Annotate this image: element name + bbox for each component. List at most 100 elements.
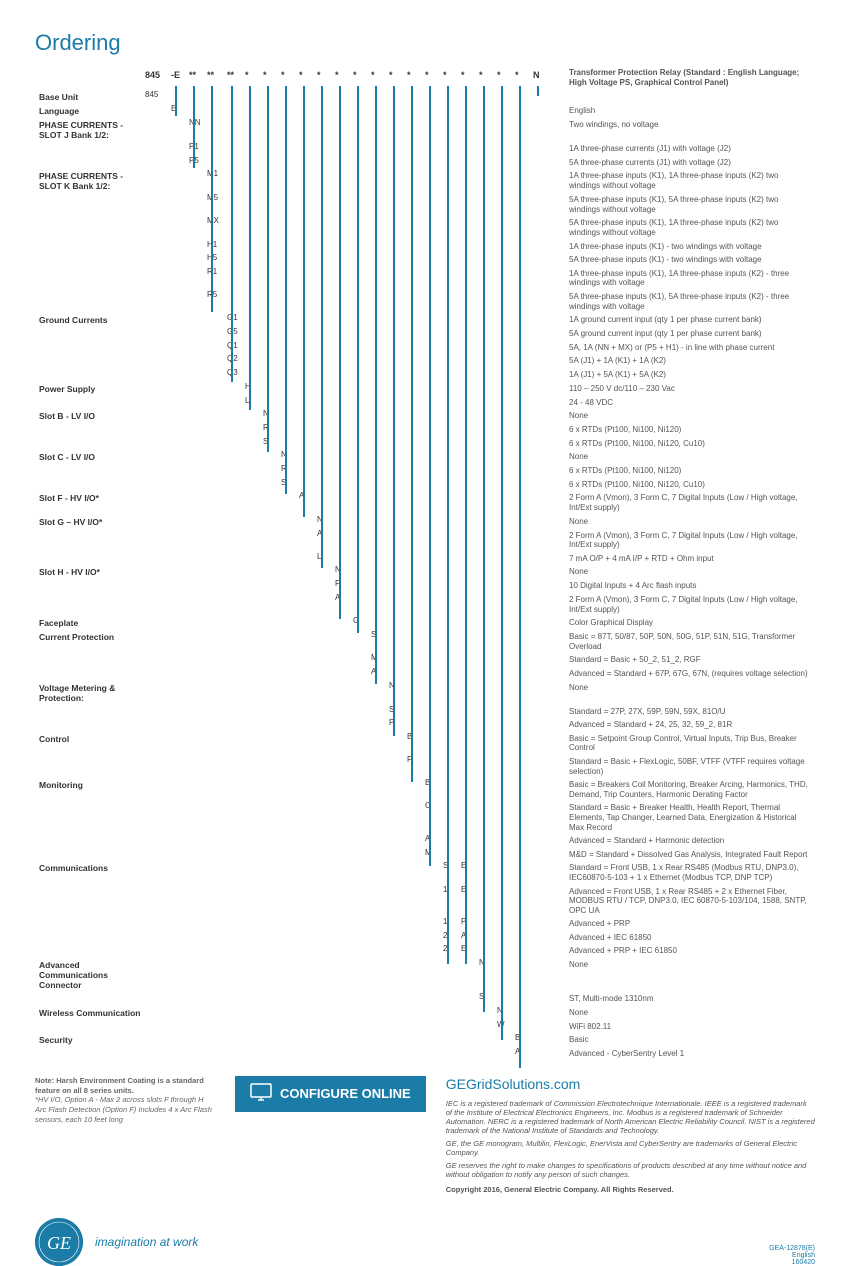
code-cell-container: R5	[145, 290, 565, 301]
website-url[interactable]: GEGridSolutions.com	[446, 1076, 815, 1093]
code-cell-container: C	[145, 801, 565, 812]
option-description: None	[565, 1006, 815, 1020]
option-row: WWiFi 802.11	[35, 1020, 815, 1034]
option-description: 7 mA O/P + 4 mA I/P + RTD + Ohm input	[565, 552, 815, 566]
section-label: Power Supply	[35, 382, 145, 396]
code-cell-container: M1	[145, 169, 565, 180]
code-cell-container: 1P	[145, 917, 565, 928]
option-row: Ground CurrentsG11A ground current input…	[35, 313, 815, 327]
option-code: L	[317, 552, 321, 561]
section-label: Wireless Communication	[35, 1006, 145, 1020]
option-row: Slot C - LV I/ONNone	[35, 450, 815, 464]
section-label: Base Unit	[35, 90, 145, 104]
code-cell-container: 845	[145, 90, 565, 101]
option-row: Advanced Communications ConnectorNNone	[35, 958, 815, 992]
code-cell-container: 2A	[145, 931, 565, 942]
section-label	[35, 667, 145, 671]
option-description: 5A three-phase inputs (K1), 1A three-pha…	[565, 216, 815, 239]
svg-text:GE: GE	[47, 1233, 71, 1253]
code-cell-container: M	[145, 653, 565, 664]
option-row: 2AAdvanced + IEC 61850	[35, 931, 815, 945]
code-cell-container: A	[145, 593, 565, 604]
option-row: A Advanced = Standard + Harmonic detectio…	[35, 834, 815, 848]
option-description: 5A (J1) + 1A (K1) + 1A (K2)	[565, 354, 815, 368]
option-code: M1	[207, 169, 218, 178]
column-header: *	[425, 70, 429, 80]
code-cell-container: A	[145, 667, 565, 678]
option-code: N	[335, 565, 341, 574]
option-description: 110 – 250 V dc/110 – 230 Vac	[565, 382, 815, 396]
option-code: E	[461, 944, 466, 953]
option-code: G	[353, 616, 359, 625]
section-label	[35, 437, 145, 441]
section-label: Communications	[35, 861, 145, 875]
option-row: PHASE CURRENTS - SLOT J Bank 1/2:NNTwo w…	[35, 118, 815, 142]
option-code: MX	[207, 216, 219, 225]
option-row: M55A three-phase inputs (K1), 5A three-p…	[35, 193, 815, 216]
code-cell-container: F	[145, 579, 565, 590]
option-code: B	[407, 732, 412, 741]
option-description: 6 x RTDs (Pt100, Ni100, Ni120)	[565, 423, 815, 437]
option-row: MStandard = Basic + 50_2, 51_2, RGF	[35, 653, 815, 667]
option-description: Advanced = Standard + Harmonic detection	[565, 834, 815, 848]
section-label: PHASE CURRENTS - SLOT J Bank 1/2:	[35, 118, 145, 142]
option-row: SST, Multi-mode 1310nm	[35, 992, 815, 1006]
option-code: E	[461, 885, 466, 894]
option-row: MonitoringBBasic = Breakers Coil Monitor…	[35, 778, 815, 801]
option-row: Voltage Metering & Protection:NNone	[35, 681, 815, 705]
section-label	[35, 801, 145, 805]
column-header: *	[497, 70, 501, 80]
section-label	[35, 341, 145, 345]
option-code: G5	[227, 327, 238, 336]
section-label	[35, 848, 145, 852]
option-row: Q3 1A (J1) + 5A (K1) + 5A (K2)	[35, 368, 815, 382]
code-cell-container: G1	[145, 313, 565, 324]
code-cell-container: L	[145, 396, 565, 407]
code-cell-container: A	[145, 834, 565, 845]
tagline: imagination at work	[95, 1235, 198, 1249]
option-description: 1A (J1) + 5A (K1) + 5A (K2)	[565, 368, 815, 382]
option-description	[565, 90, 815, 94]
option-description: Standard = Basic + Breaker Health, Healt…	[565, 801, 815, 834]
option-row: 2EAdvanced + PRP + IEC 61850	[35, 944, 815, 958]
header-description: Transformer Protection Relay (Standard :…	[565, 66, 815, 89]
code-cell-container: E	[145, 104, 565, 115]
option-code: H1	[207, 240, 217, 249]
option-row: A2 Form A (Vmon), 3 Form C, 7 Digital In…	[35, 529, 815, 552]
section-label: Control	[35, 732, 145, 746]
section-label: PHASE CURRENTS - SLOT K Bank 1/2:	[35, 169, 145, 193]
option-code: S	[371, 630, 376, 639]
footer: Note: Harsh Environment Coating is a sta…	[35, 1076, 815, 1198]
option-code: M	[371, 653, 378, 662]
option-description: 5A three-phase inputs (K1), 5A three-pha…	[565, 290, 815, 313]
column-header: *	[407, 70, 411, 80]
option-code: S	[389, 705, 394, 714]
option-description: 1A three-phase inputs (K1), 1A three-pha…	[565, 267, 815, 290]
section-label	[35, 368, 145, 372]
code-cell-container: H1	[145, 240, 565, 251]
option-code: 845	[145, 90, 158, 99]
column-header: N	[533, 70, 540, 80]
column-header: *	[371, 70, 375, 80]
configure-online-button[interactable]: CONFIGURE ONLINE	[235, 1076, 426, 1112]
option-code: N	[479, 958, 485, 967]
code-cell-container: H5	[145, 253, 565, 264]
option-row: AAdvanced = Standard + 67P, 67G, 67N, (r…	[35, 667, 815, 681]
code-cell-container: S	[145, 705, 565, 716]
column-header: *	[353, 70, 357, 80]
column-header: *	[461, 70, 465, 80]
option-row: P11A three-phase currents (J1) with volt…	[35, 142, 815, 156]
option-description: Color Graphical Display	[565, 616, 815, 630]
header-row: 845-E**********************N Transformer…	[35, 66, 815, 90]
section-label: Voltage Metering & Protection:	[35, 681, 145, 705]
option-description: Basic = 87T, 50/87, 50P, 50N, 50G, 51P, …	[565, 630, 815, 653]
option-code: Q3	[227, 368, 238, 377]
option-code: S	[263, 437, 268, 446]
option-description: Two windings, no voltage	[565, 118, 815, 132]
section-label: Slot B - LV I/O	[35, 409, 145, 423]
option-description: ST, Multi-mode 1310nm	[565, 992, 815, 1006]
option-code: A	[425, 834, 430, 843]
option-row: Power SupplyH110 – 250 V dc/110 – 230 Va…	[35, 382, 815, 396]
option-description: WiFi 802.11	[565, 1020, 815, 1034]
section-label	[35, 327, 145, 331]
